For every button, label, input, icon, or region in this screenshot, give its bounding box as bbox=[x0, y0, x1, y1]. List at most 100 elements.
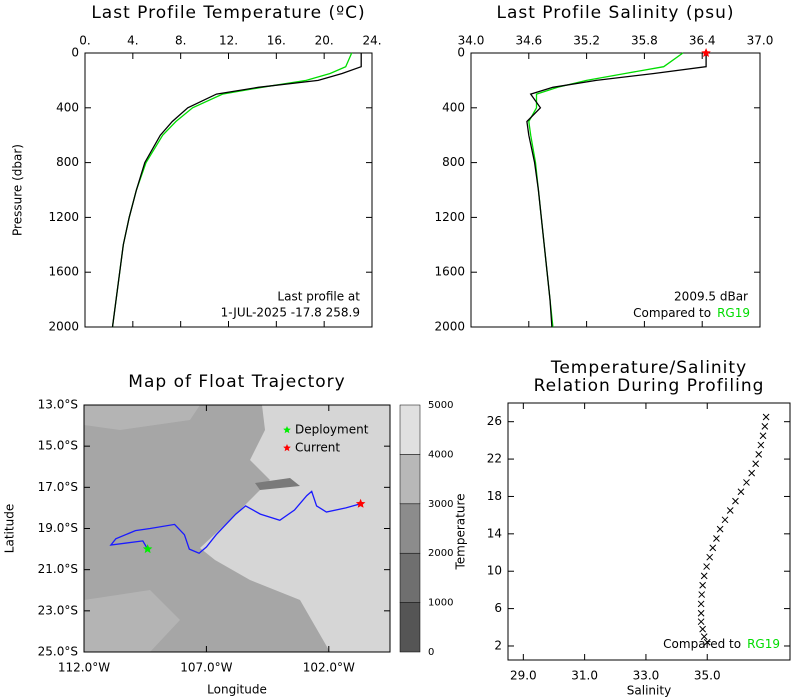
ts-point bbox=[697, 618, 705, 626]
y-tick-label: 2000 bbox=[48, 320, 79, 334]
x-tick-label: 34.6 bbox=[515, 34, 542, 48]
comparison-text: Compared to bbox=[663, 637, 741, 651]
profile-line bbox=[528, 52, 684, 328]
y-tick-label: 21.0°S bbox=[38, 562, 78, 576]
x-tick-label: 35.0 bbox=[694, 669, 721, 683]
ts-point bbox=[709, 544, 717, 552]
colorbar-segment bbox=[399, 454, 421, 505]
chart-title: Temperature/Salinity bbox=[550, 358, 747, 378]
position-marker bbox=[355, 498, 366, 508]
y-tick-label: 400 bbox=[56, 100, 79, 114]
ts-point bbox=[713, 535, 720, 542]
y-tick-label: 26 bbox=[487, 414, 502, 428]
y-tick-label: 800 bbox=[56, 155, 79, 169]
y-tick-label: 22 bbox=[487, 452, 502, 466]
x-tick-label: 12. bbox=[219, 34, 238, 48]
y-tick-label: 800 bbox=[442, 155, 465, 169]
position-marker bbox=[142, 544, 153, 554]
profile-line bbox=[111, 52, 353, 328]
y-tick-label: 17.0°S bbox=[38, 480, 78, 494]
map-shallow bbox=[200, 405, 390, 652]
y-tick-label: 0 bbox=[457, 46, 465, 60]
y-tick-label: 25.0°S bbox=[38, 645, 78, 659]
ts-point bbox=[697, 609, 705, 617]
colorbar-tick-label: 0 bbox=[428, 647, 434, 658]
y-tick-label: 10 bbox=[487, 564, 502, 578]
plot-frame bbox=[470, 52, 761, 328]
profile-line bbox=[111, 53, 362, 328]
ts-point bbox=[700, 633, 708, 640]
ts-point bbox=[721, 516, 729, 524]
ts-point bbox=[703, 638, 711, 646]
legend-marker bbox=[283, 426, 291, 434]
x-tick-label: 0. bbox=[79, 34, 90, 48]
y-tick-label: 1200 bbox=[434, 210, 465, 224]
x-tick-label: 29.0 bbox=[510, 669, 537, 683]
y-tick-label: 400 bbox=[442, 100, 465, 114]
colorbar-segment bbox=[399, 503, 421, 554]
ts-point bbox=[699, 625, 706, 633]
colorbar-tick-label: 3000 bbox=[428, 499, 453, 510]
legend-label: Current bbox=[295, 441, 340, 455]
colorbar-segment bbox=[399, 404, 421, 455]
ts-point bbox=[757, 441, 765, 449]
ts-point bbox=[761, 423, 769, 430]
y-tick-label: 0 bbox=[71, 46, 79, 60]
comparison-note: Compared to RG19 bbox=[633, 306, 750, 320]
colorbar-tick-label: 4000 bbox=[428, 449, 453, 460]
y-tick-label: 15.0°S bbox=[38, 439, 78, 453]
ts-point bbox=[699, 581, 706, 589]
y-tick-label: 1200 bbox=[48, 210, 79, 224]
x-tick-label: 31.0 bbox=[571, 669, 598, 683]
chart-title: Relation During Profiling bbox=[534, 376, 765, 396]
ts-point bbox=[737, 488, 745, 496]
ts-point bbox=[706, 553, 714, 561]
annotation: 1-JUL-2025 -17.8 258.9 bbox=[221, 306, 360, 320]
y-axis-title: Temperature bbox=[454, 493, 468, 570]
y-tick-label: 13.0°S bbox=[38, 398, 78, 412]
x-tick-label: 20. bbox=[315, 34, 334, 48]
comparison-reference: RG19 bbox=[717, 306, 750, 320]
comparison-reference: RG19 bbox=[747, 637, 780, 651]
x-tick-label: 35.2 bbox=[573, 34, 600, 48]
x-tick-label: 24. bbox=[362, 34, 381, 48]
ts-point bbox=[716, 525, 724, 533]
ts-point bbox=[726, 507, 734, 514]
y-tick-label: 19.0°S bbox=[38, 521, 78, 535]
annotation: 2009.5 dBar bbox=[674, 290, 748, 304]
comparison-note: Compared to RG19 bbox=[663, 637, 780, 651]
map-shallow bbox=[84, 405, 200, 430]
colorbar-tick-label: 2000 bbox=[428, 548, 453, 559]
y-tick-label: 2000 bbox=[434, 320, 465, 334]
chart-title: Last Profile Temperature (ºC) bbox=[91, 3, 365, 23]
plot-frame bbox=[84, 52, 373, 328]
x-tick-label: 37.0 bbox=[747, 34, 774, 48]
comparison-text: Compared to bbox=[633, 306, 711, 320]
y-tick-label: 1600 bbox=[434, 265, 465, 279]
legend-marker bbox=[283, 444, 291, 452]
plot-frame bbox=[507, 402, 791, 661]
x-tick-label: 35.8 bbox=[631, 34, 658, 48]
ts-point bbox=[732, 497, 739, 505]
colorbar-segment bbox=[399, 552, 421, 603]
annotation: Last profile at bbox=[277, 290, 360, 304]
y-axis-title: Latitude bbox=[3, 504, 17, 553]
chart-title: Last Profile Salinity (psu) bbox=[496, 3, 734, 23]
x-tick-label: 107.0°W bbox=[180, 661, 232, 675]
x-axis-title: Longitude bbox=[207, 683, 267, 697]
x-tick-label: 102.0°W bbox=[303, 661, 355, 675]
x-tick-label: 4. bbox=[127, 34, 138, 48]
ts-point bbox=[700, 572, 708, 580]
colorbar-tick-label: 1000 bbox=[428, 598, 453, 609]
colorbar-segment bbox=[399, 602, 421, 653]
x-tick-label: 33.0 bbox=[633, 669, 660, 683]
ts-point bbox=[697, 600, 705, 608]
ts-point bbox=[703, 563, 710, 570]
x-axis-title: Salinity bbox=[627, 684, 671, 698]
profile-line bbox=[526, 53, 707, 328]
chart-title: Map of Float Trajectory bbox=[128, 372, 345, 392]
y-axis-title: Pressure (dbar) bbox=[11, 144, 25, 236]
